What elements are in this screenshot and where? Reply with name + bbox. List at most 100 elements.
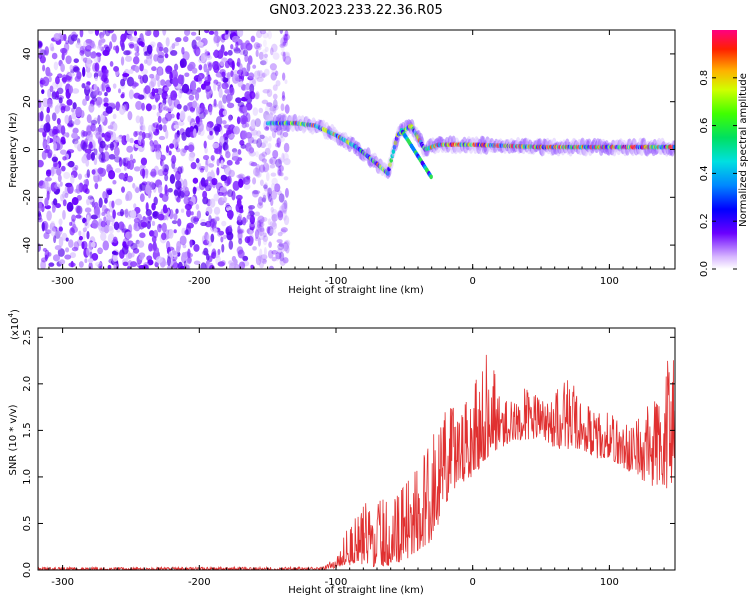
spectrogram-noise-cell: [44, 177, 52, 182]
spectrogram-noise-cell: [276, 137, 281, 148]
spectrogram-noise-cell: [87, 257, 94, 264]
spectrogram-noise-cell: [244, 54, 249, 63]
spectrogram-noise-cell: [58, 97, 63, 104]
spectrogram-noise-cell: [235, 40, 239, 49]
spectrogram-noise-cell: [118, 221, 125, 231]
spectrogram-noise-cell: [101, 204, 107, 214]
spectrogram-noise-cell: [53, 33, 61, 41]
spectrogram-noise-cell: [74, 164, 79, 171]
spectrogram-noise-cell: [86, 114, 92, 124]
spectrogram-noise-cell: [173, 189, 179, 196]
spectrogram-noise-cell: [187, 256, 192, 264]
spectrogram-noise-cell: [251, 190, 259, 195]
spectrogram-noise-cell: [139, 232, 146, 239]
spectrogram-noise-cell: [198, 180, 206, 191]
spectrogram-noise-cell: [209, 105, 213, 116]
spectrogram-noise-cell: [244, 236, 251, 244]
spectrogram-noise-cell: [159, 103, 167, 111]
spectrogram-noise-cell: [226, 209, 234, 219]
spectrogram-noise-cell: [207, 134, 214, 141]
spectrogram-noise-cell: [125, 190, 133, 201]
spectrogram-noise-cell: [72, 127, 79, 134]
spectrogram-noise-cell: [233, 126, 240, 135]
spectrogram-noise-cell: [138, 131, 143, 136]
spectrogram-noise-cell: [281, 91, 285, 99]
spectrogram-noise-cell: [133, 30, 138, 36]
spectrogram-noise-cell: [98, 260, 103, 269]
spectrogram-noise-cell: [254, 237, 259, 242]
spectrogram-noise-cell: [195, 36, 202, 41]
spectrogram-noise-cell: [119, 249, 125, 259]
spectrogram-noise-cell: [114, 156, 121, 163]
spectrogram-noise-cell: [228, 224, 233, 230]
spectrogram-noise-cell: [261, 216, 268, 222]
spectrogram-noise-cell: [47, 97, 53, 108]
spectrogram-noise-cell: [184, 203, 192, 211]
spectrogram-noise-cell: [193, 215, 199, 225]
spectrogram-noise-cell: [44, 197, 49, 207]
spectrogram-noise-cell: [53, 135, 57, 142]
spectrogram-noise-cell: [262, 56, 268, 66]
spectrogram-noise-cell: [171, 250, 177, 256]
spectrogram-noise-cell: [247, 55, 253, 65]
spectrogram-noise-cell: [285, 239, 291, 246]
spectrogram-noise-cell: [283, 241, 289, 252]
spectrogram-noise-cell: [59, 149, 67, 155]
spectrogram-noise-cell: [213, 98, 217, 107]
spectrogram-noise-cell: [213, 35, 218, 44]
spectrogram-noise-cell: [93, 148, 98, 156]
spectrogram-noise-cell: [278, 193, 285, 203]
spectrogram-noise-cell: [261, 197, 266, 203]
spectrogram-noise-cell: [208, 92, 212, 99]
spectrogram-noise-cell: [82, 141, 87, 152]
spectrogram-noise-cell: [256, 223, 262, 233]
spectrogram-xtick-label: -300: [51, 276, 74, 287]
spectrogram-noise-cell: [77, 238, 83, 247]
spectrogram-noise-cell: [263, 182, 268, 190]
spectrogram-noise-cell: [255, 163, 261, 174]
spectrogram-noise-cell: [225, 30, 229, 35]
spectrogram-noise-cell: [282, 243, 288, 251]
spectrogram-noise-cell: [38, 213, 42, 221]
spectrogram-noise-cell: [93, 83, 98, 91]
spectrogram-noise-cell: [222, 94, 228, 104]
colorbar-ticks: 0.0 0.2 0.4 0.6 0.8: [699, 70, 737, 277]
spectrogram-noise-cell: [190, 211, 194, 216]
spectrogram-noise-cell: [252, 190, 261, 195]
spectrogram-noise-cell: [109, 131, 117, 141]
spectrogram-noise-cell: [210, 169, 214, 179]
spectrogram-noise-cell: [209, 198, 216, 208]
spectrogram-noise-cell: [71, 196, 79, 206]
spectrogram-noise-cell: [103, 151, 110, 162]
spectrogram-noise-cell: [283, 199, 288, 210]
spectrogram-noise-cell: [43, 122, 51, 133]
spectrogram-noise-cell: [51, 52, 58, 60]
spectrogram-noise-cell: [58, 236, 64, 248]
spectrogram-noise-cell: [163, 47, 169, 54]
spectrogram-noise-cell: [51, 156, 59, 163]
spectrogram-noise-cell: [280, 227, 288, 233]
spectrogram-noise-cell: [85, 84, 90, 90]
spectrogram-noise-cell: [157, 115, 162, 124]
spectrogram-noise-cell: [111, 200, 115, 209]
spectrogram-noise-cell: [107, 30, 115, 34]
spectrogram-noise-cell: [271, 250, 278, 255]
colorbar-gradient: [712, 30, 737, 269]
spectrogram-noise-cell: [146, 44, 153, 55]
spectrogram-noise-cell: [264, 46, 269, 53]
spectrogram-noise-cell: [264, 126, 270, 131]
spectrogram-noise-cell: [277, 169, 282, 177]
spectrogram-noise-cell: [158, 135, 166, 141]
spectrogram-noise-cell: [228, 169, 235, 178]
spectrogram-noise-cell: [272, 149, 279, 159]
spectrogram-noise-cell: [256, 76, 264, 83]
spectrogram-noise-cell: [266, 187, 271, 198]
spectrogram-noise-cell: [283, 209, 287, 214]
spectrogram-noise-cell: [222, 120, 227, 125]
spectrogram-noise-cell: [215, 216, 220, 222]
spectrogram-noise-cell: [177, 121, 185, 126]
spectrogram-noise-cell: [57, 248, 65, 257]
spectrogram-noise-cell: [102, 69, 107, 80]
snr-ytick-label: 2.0: [22, 376, 33, 392]
spectrogram-noise-cell: [103, 97, 109, 104]
